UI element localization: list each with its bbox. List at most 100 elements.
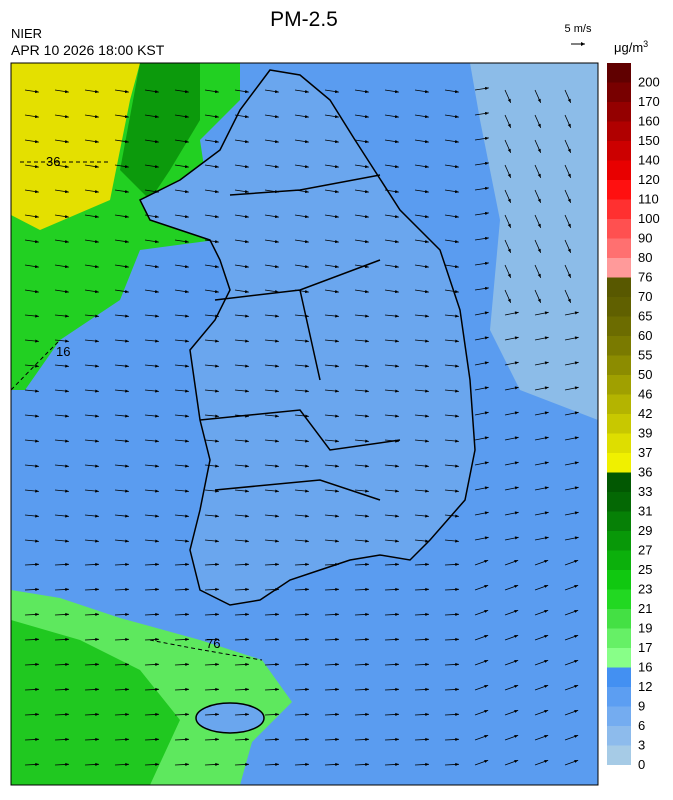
wind-arrow-head bbox=[215, 539, 219, 543]
wind-arrow-head bbox=[215, 662, 219, 667]
wind-arrow-head bbox=[244, 165, 249, 169]
wind-arrow-head bbox=[365, 414, 369, 418]
wind-arrow-head bbox=[334, 240, 339, 244]
wind-arrow-head bbox=[185, 364, 189, 368]
wind-arrow-head bbox=[514, 659, 519, 663]
wind-arrow-head bbox=[34, 90, 39, 94]
wind-arrow-head bbox=[215, 712, 219, 717]
wind-arrow-head bbox=[185, 464, 189, 468]
wind-arrow-head bbox=[455, 314, 459, 318]
wind-arrow-head bbox=[35, 539, 39, 543]
wind-arrow-head bbox=[484, 236, 489, 240]
wind-arrow-head bbox=[334, 165, 339, 169]
wind-arrow-head bbox=[304, 215, 309, 219]
wind-arrow-head bbox=[275, 339, 279, 343]
wind-arrow-head bbox=[155, 314, 159, 318]
wind-arrow-head bbox=[94, 90, 99, 94]
wind-arrow-head bbox=[507, 248, 511, 253]
wind-arrow-head bbox=[574, 311, 579, 315]
wind-arrow-head bbox=[35, 612, 39, 617]
wind-arrow-head bbox=[94, 140, 99, 144]
wind-arrow-head bbox=[185, 539, 189, 543]
wind-arrow-head bbox=[484, 584, 489, 588]
wind-arrow-head bbox=[215, 762, 219, 767]
colorbar-segment bbox=[607, 394, 631, 414]
wind-arrow-head bbox=[544, 386, 549, 390]
colorbar-segment bbox=[607, 433, 631, 453]
colorbar-segment bbox=[607, 550, 631, 570]
wind-arrow-head bbox=[544, 461, 549, 465]
wind-arrow-head bbox=[454, 290, 459, 294]
wind-arrow-head bbox=[34, 165, 39, 169]
wind-arrow-head bbox=[394, 165, 399, 169]
colorbar-label: 90 bbox=[638, 231, 652, 246]
wind-arrow-head bbox=[335, 314, 339, 318]
wind-arrow-head bbox=[95, 339, 99, 343]
wind-arrow-head bbox=[365, 339, 369, 343]
wind-arrow-head bbox=[124, 165, 129, 169]
wind-arrow-head bbox=[335, 587, 339, 592]
wind-arrow-head bbox=[507, 223, 511, 228]
wind-arrow-head bbox=[334, 265, 339, 269]
wind-arrow-head bbox=[244, 265, 249, 269]
wind-arrow-head bbox=[155, 414, 159, 418]
colorbar-label: 65 bbox=[638, 309, 652, 324]
wind-arrow-head bbox=[395, 762, 399, 767]
wind-arrow-head bbox=[484, 386, 489, 390]
wind-arrow-head bbox=[124, 140, 129, 144]
wind-arrow-head bbox=[35, 737, 39, 742]
wind-arrow-head bbox=[155, 389, 159, 393]
wind-arrow-head bbox=[335, 514, 339, 518]
colorbar-label: 55 bbox=[638, 348, 652, 363]
wind-arrow-head bbox=[245, 539, 249, 543]
wind-arrow-head bbox=[35, 762, 39, 767]
wind-arrow-head bbox=[425, 489, 429, 493]
colorbar-label: 23 bbox=[638, 582, 652, 597]
wind-arrow-head bbox=[184, 90, 189, 94]
wind-arrow-head bbox=[275, 612, 279, 617]
wind-arrow-head bbox=[275, 314, 279, 318]
wind-arrow-head bbox=[567, 173, 571, 178]
colorbar-segment bbox=[607, 453, 631, 473]
wind-arrow-head bbox=[484, 311, 489, 315]
wind-arrow-head bbox=[95, 587, 99, 592]
wind-arrow-head bbox=[484, 336, 489, 340]
wind-arrow-head bbox=[214, 215, 219, 219]
wind-arrow-head bbox=[154, 265, 159, 269]
wind-arrow-head bbox=[394, 190, 399, 194]
wind-arrow-head bbox=[544, 436, 549, 440]
colorbar-segment bbox=[607, 141, 631, 161]
wind-arrow-head bbox=[424, 265, 429, 269]
wind-arrow-head bbox=[395, 562, 399, 567]
wind-arrow-head bbox=[35, 339, 39, 343]
wind-arrow-head bbox=[275, 762, 279, 767]
wind-arrow-head bbox=[455, 562, 459, 567]
wind-arrow-head bbox=[64, 165, 69, 169]
wind-arrow-head bbox=[455, 439, 459, 443]
wind-arrow-head bbox=[455, 464, 459, 468]
wind-arrow-head bbox=[304, 140, 309, 144]
wind-arrow-head bbox=[334, 90, 339, 94]
wind-arrow-head bbox=[35, 712, 39, 717]
wind-arrow-head bbox=[185, 314, 189, 318]
colorbar-segment bbox=[607, 336, 631, 356]
wind-arrow-head bbox=[275, 587, 279, 592]
wind-arrow-head bbox=[424, 90, 429, 94]
wind-arrow-head bbox=[484, 709, 489, 713]
wind-arrow-head bbox=[365, 539, 369, 543]
wind-arrow-head bbox=[484, 161, 489, 165]
colorbar-label: 19 bbox=[638, 621, 652, 636]
wind-arrow-head bbox=[274, 240, 279, 244]
wind-arrow-head bbox=[514, 461, 519, 465]
wind-arrow-head bbox=[245, 762, 249, 767]
wind-arrow-head bbox=[335, 762, 339, 767]
wind-arrow-head bbox=[574, 361, 579, 365]
wind-arrow-head bbox=[124, 240, 129, 244]
wind-arrow-head bbox=[245, 314, 249, 318]
wind-arrow-head bbox=[35, 389, 39, 393]
wind-arrow-head bbox=[395, 314, 399, 318]
contours bbox=[10, 161, 263, 661]
wind-arrow-head bbox=[335, 562, 339, 567]
jeju bbox=[195, 702, 265, 734]
